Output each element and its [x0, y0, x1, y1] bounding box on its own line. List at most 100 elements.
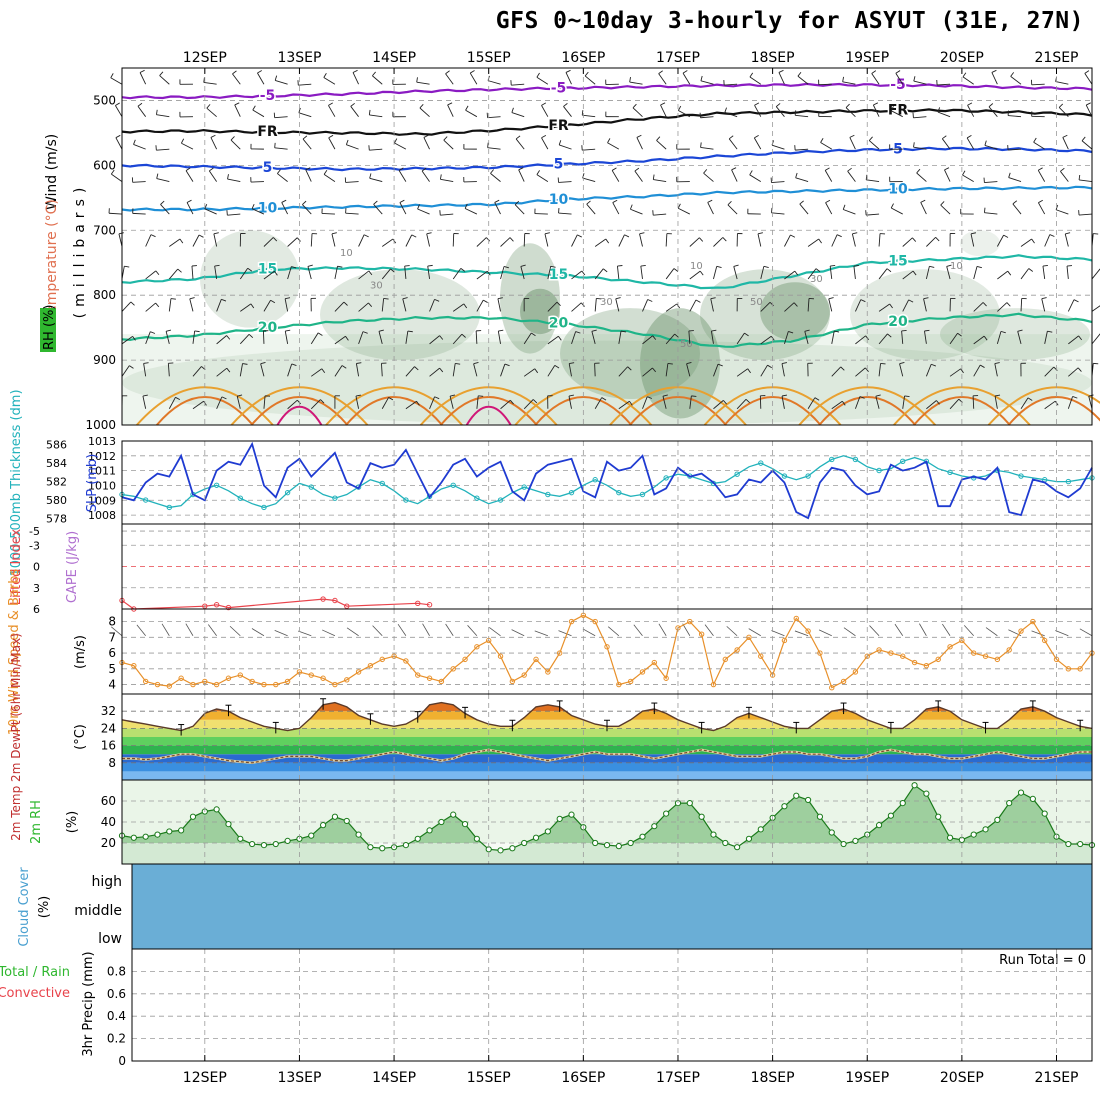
wind-barb-flag — [534, 368, 539, 374]
temp-bands — [122, 702, 1092, 780]
wind-barb-flag — [486, 270, 491, 276]
wind-barb-flag — [793, 302, 798, 307]
wind-barb — [1037, 202, 1046, 215]
wind-barb — [1079, 179, 1093, 183]
wind-barb — [487, 80, 501, 85]
wind-barb — [405, 234, 413, 247]
thickness-tick-label: 582 — [46, 476, 67, 489]
wind-barb — [757, 233, 762, 247]
wind-barb-flag — [532, 399, 538, 404]
rh-contour-label: 30 — [370, 281, 383, 292]
wind-speed-point — [462, 656, 468, 663]
wind-barb-flag — [1081, 136, 1086, 142]
wind-barb — [251, 208, 265, 215]
wind-barb — [618, 330, 622, 344]
wind-barb — [913, 80, 927, 85]
wind-barb — [159, 75, 170, 85]
wind-barb — [753, 137, 762, 150]
wind-barb — [145, 331, 151, 345]
wind-barb — [665, 303, 678, 312]
thickness-point — [947, 469, 953, 476]
wind-barb-flag — [550, 265, 556, 268]
wind-barb — [328, 137, 336, 150]
rh-point — [556, 815, 563, 822]
wind-barb-flag — [1038, 167, 1043, 171]
stability-panel: -5-3 0 3 6 Lifted Index CAPE (J/kg) — [9, 525, 1092, 616]
wind-barb-flag — [820, 137, 824, 143]
wind-barb-flag — [982, 302, 987, 307]
wind-barb — [754, 105, 762, 117]
wind-barb — [825, 202, 833, 215]
wind-barb-flag — [656, 136, 661, 141]
wind-barb-flag — [662, 394, 668, 397]
wind-speed-point — [781, 637, 788, 644]
wind-barb-flag — [745, 398, 750, 404]
wind-barb — [373, 204, 383, 215]
wind-barb — [630, 208, 643, 215]
wind-speed-point — [840, 678, 847, 685]
wind-barb-flag — [343, 301, 348, 306]
cloud-ylabel: Cloud Cover — [17, 867, 32, 947]
wind-barb — [634, 170, 643, 182]
thickness-point — [142, 497, 149, 503]
wind-barb-flag — [554, 364, 560, 369]
wind-barb-flag — [285, 297, 291, 300]
wind-barb — [378, 331, 383, 344]
wind-barb — [582, 114, 596, 118]
wind-barb-flag — [660, 102, 666, 106]
wind-barb-flag — [1088, 394, 1094, 397]
precip-tick-label: 0.4 — [107, 1009, 126, 1023]
wind-barb-flag — [110, 73, 114, 78]
wind-barb — [523, 332, 532, 345]
wind-barb — [1067, 299, 1075, 312]
wind-barb — [1033, 141, 1045, 150]
wind-barb-flag — [880, 362, 886, 365]
wind-barb — [369, 114, 383, 118]
wind-barb — [875, 396, 880, 409]
slp-axis-label: SLP (mb) — [85, 454, 100, 513]
wind-barb — [973, 302, 984, 312]
wind-barb — [1091, 305, 1100, 312]
wind-barb-flag — [728, 135, 734, 140]
wind-barb-flag — [165, 329, 172, 332]
thickness-point — [805, 473, 811, 479]
wind-barb-flag — [242, 363, 248, 365]
wind-barb — [108, 212, 123, 215]
wind-barb — [736, 332, 745, 345]
hot-isotherm — [1007, 396, 1100, 426]
wind10m-barb — [748, 628, 761, 637]
wind-barb — [346, 144, 359, 150]
wind10m-barb — [942, 623, 951, 636]
wind-barb — [795, 177, 809, 183]
wind-barb — [1017, 331, 1022, 344]
wind-barb-flag — [350, 102, 355, 107]
rh-point — [911, 782, 918, 789]
wind-barb-flag — [707, 199, 713, 203]
wind-barb-flag — [133, 139, 136, 145]
wind-barb-flag — [873, 102, 879, 106]
wind-speed-point — [604, 644, 610, 650]
temp-tick-label: 8 — [108, 756, 116, 770]
wind-barb-flag — [754, 134, 759, 139]
wind-barb-flag — [170, 298, 176, 300]
wind-barb — [984, 212, 998, 215]
wind-barb-flag — [186, 199, 192, 203]
wind-speed-point — [935, 656, 941, 663]
wind-speed-point — [237, 672, 243, 678]
rh-point — [828, 829, 835, 836]
wind-barb-flag — [639, 232, 645, 235]
dewpt-line — [122, 749, 1092, 764]
isotherm-label: 5 — [263, 160, 273, 176]
wind-barb-flag — [691, 395, 697, 397]
wind-barb — [284, 298, 289, 312]
wind-barb-flag — [402, 297, 408, 300]
wind-barb — [797, 75, 809, 85]
thickness-tick-label: 584 — [46, 457, 67, 470]
wind-barb-flag — [115, 102, 120, 106]
wind-barb — [381, 363, 383, 377]
wind-barb-flag — [790, 234, 796, 238]
wind-barb — [872, 104, 880, 117]
wind-barb-flag — [695, 299, 701, 303]
li-tick-label: 0 — [33, 561, 40, 574]
